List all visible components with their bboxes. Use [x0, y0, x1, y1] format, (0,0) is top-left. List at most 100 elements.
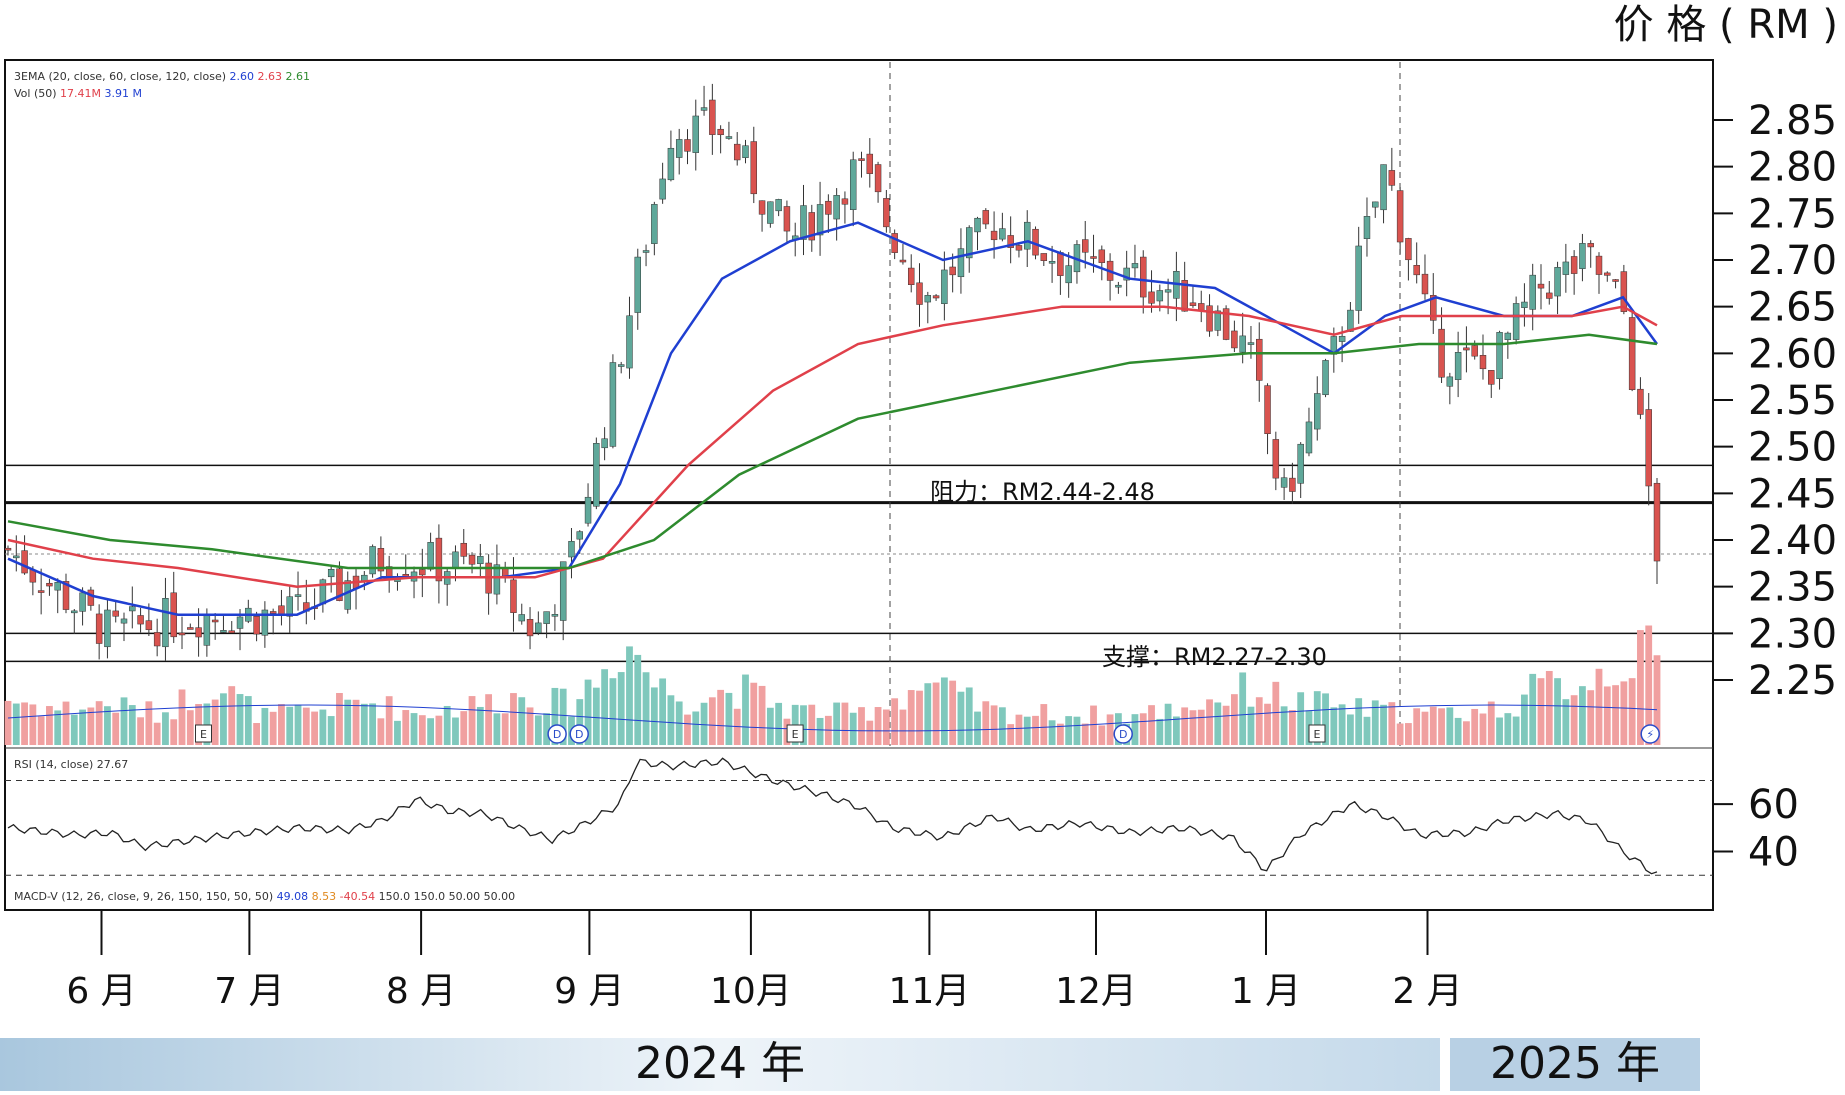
volume-bar: [684, 714, 691, 745]
volume-bar: [1239, 672, 1247, 745]
candle-body: [816, 204, 824, 236]
candle-body: [369, 546, 376, 575]
volume-bar: [1264, 703, 1271, 745]
volume-bar: [1040, 704, 1048, 745]
candle-body: [1413, 265, 1420, 276]
event-marker-label: E: [792, 728, 799, 741]
candle-body: [1479, 355, 1487, 370]
volume-bar: [551, 687, 559, 745]
resistance-label: 阻力：RM2.44-2.48: [930, 478, 1155, 506]
candle-body: [211, 619, 219, 623]
volume-bar: [95, 701, 103, 745]
ema-line-ema60: [7, 305, 1658, 588]
volume-bar: [1570, 695, 1578, 745]
macd-value-3: -40.54: [340, 890, 375, 903]
volume-bar: [1512, 716, 1520, 745]
candle-body: [626, 315, 633, 369]
candle-body: [1082, 239, 1089, 253]
volume-bar: [302, 707, 310, 745]
volume-bar: [1487, 701, 1495, 745]
candle-body: [278, 605, 285, 615]
candle-body: [1305, 421, 1313, 454]
volume-bar: [70, 714, 78, 745]
volume-bar: [21, 702, 28, 745]
volume-bar: [957, 691, 965, 745]
candle-body: [907, 267, 915, 285]
candle-body: [261, 609, 269, 636]
volume-bar: [899, 709, 907, 745]
candle-body: [1065, 265, 1072, 284]
candle-body: [1040, 253, 1048, 261]
candle-body: [1628, 317, 1636, 390]
volume-bar: [170, 719, 178, 745]
candle-body: [4, 547, 12, 551]
candle-body: [1206, 305, 1213, 332]
candle-body: [54, 582, 61, 591]
volume-bar: [1380, 704, 1387, 745]
volume-bar: [609, 678, 617, 745]
y-tick-label: 2.30: [1748, 611, 1837, 657]
candle-body: [112, 610, 119, 617]
volume-bar: [244, 696, 252, 745]
volume-bar: [128, 705, 136, 745]
volume-bar: [1322, 693, 1329, 745]
volume-bar: [1603, 686, 1611, 745]
ema-value-long: 2.61: [286, 70, 311, 83]
candle-body: [1405, 238, 1412, 261]
volume-bar: [418, 715, 426, 745]
rsi-legend: RSI (14, close) 27.67: [14, 758, 128, 771]
candle-body: [891, 233, 898, 253]
candle-body: [667, 147, 675, 181]
candle-body: [104, 609, 111, 648]
unit-label: 价 格 ( RM ): [1614, 2, 1838, 48]
candle-body: [37, 590, 45, 593]
volume-bar: [1554, 678, 1561, 745]
volume-bar: [692, 711, 700, 745]
volume-bar: [4, 700, 12, 745]
candle-body: [477, 556, 484, 565]
macd-legend-name: MACD-V (12, 26, close, 9, 26, 150, 150, …: [14, 890, 273, 903]
candle-body: [1140, 256, 1147, 298]
candle-body: [1438, 328, 1445, 378]
candle-body: [13, 555, 20, 559]
volume-bar: [882, 709, 890, 745]
candle-body: [1048, 261, 1056, 264]
candle-body: [1653, 482, 1661, 562]
volume-bar: [650, 687, 658, 745]
volume-bar: [725, 692, 733, 745]
year-band-2025: [1450, 1038, 1700, 1091]
volume-bar: [667, 695, 675, 745]
volume-bar: [1479, 713, 1487, 745]
candle-body: [419, 569, 426, 576]
volume-bar: [178, 689, 186, 745]
volume-bar: [1106, 714, 1114, 745]
volume-bar: [294, 704, 302, 745]
candle-body: [1338, 335, 1346, 342]
month-label: 12月: [1055, 971, 1137, 1012]
volume-bar: [319, 709, 327, 745]
volume-bar: [965, 687, 973, 745]
volume-bar: [253, 723, 260, 745]
volume-bar: [592, 687, 600, 745]
candle-body: [1115, 284, 1122, 288]
candle-body: [651, 204, 658, 244]
volume-bar: [1371, 700, 1379, 745]
candle-body: [95, 613, 103, 644]
candle-body: [294, 594, 302, 597]
candle-body: [1272, 439, 1280, 479]
volume-bar: [352, 699, 360, 745]
candle-body: [1123, 267, 1130, 281]
volume-bar: [998, 707, 1006, 745]
candle-body: [71, 610, 78, 614]
candle-body: [543, 611, 550, 624]
volume-bar: [493, 713, 501, 745]
candle-body: [178, 632, 186, 636]
volume-bar: [659, 678, 667, 745]
candle-body: [1446, 376, 1454, 387]
event-marker-label: E: [1314, 728, 1321, 741]
candle-body: [1181, 280, 1188, 312]
candle-body: [858, 158, 865, 161]
volume-bar: [1098, 725, 1106, 745]
volume-bar: [1363, 716, 1371, 745]
